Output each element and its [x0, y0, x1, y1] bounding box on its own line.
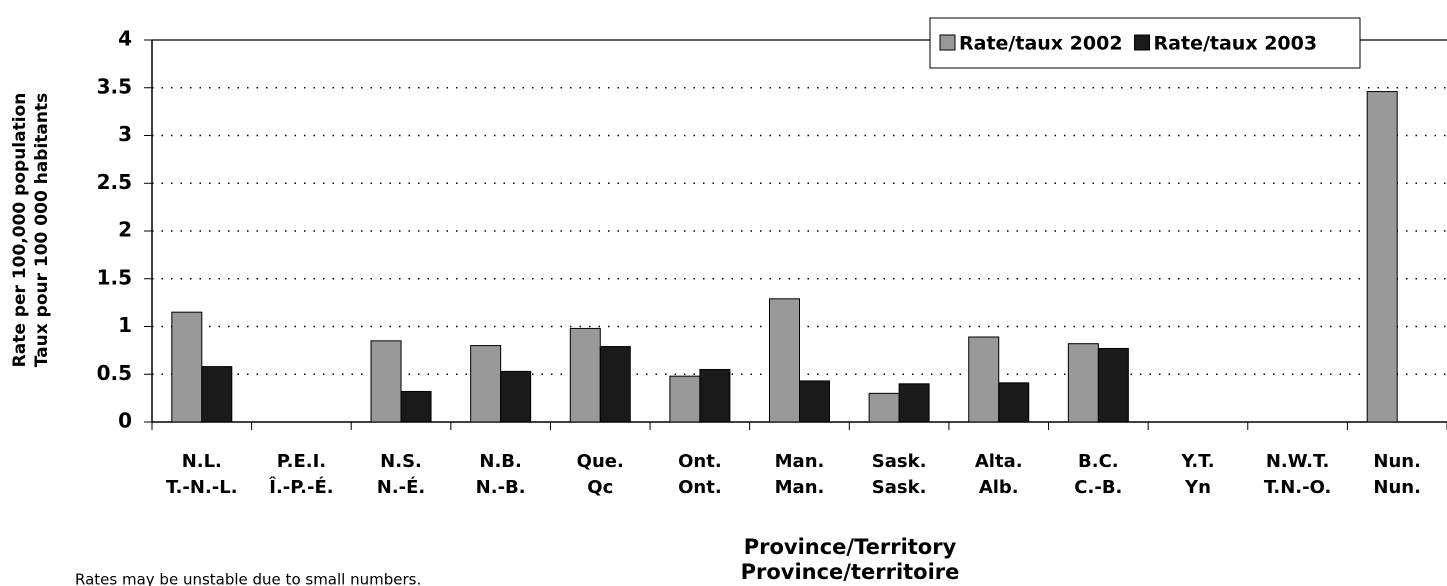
legend-swatch [1134, 34, 1151, 51]
y-tick-label: 3.5 [97, 74, 132, 98]
bar [769, 298, 800, 423]
note: Rates may be unstable due to small numbe… [75, 571, 421, 586]
x-tick-label: B.C. [1078, 451, 1119, 472]
bar [998, 382, 1030, 423]
x-tick-label: Man. [775, 451, 825, 472]
x-tick-label: T.-N.-L. [166, 477, 238, 498]
x-tick-label: Que. [577, 451, 624, 472]
x-tick-label: Y.T. [1180, 451, 1214, 472]
y-tick-label: 2.5 [97, 170, 132, 194]
x-tick-label: N.S. [380, 451, 422, 472]
y-tick-label: 1 [118, 313, 132, 337]
bar [699, 368, 731, 423]
bar [1067, 343, 1099, 423]
x-tick-label: Alta. [975, 451, 1023, 472]
x-tick-label: C.-B. [1074, 477, 1122, 498]
bar [201, 366, 233, 423]
bar [400, 390, 432, 423]
x-tick-label: T.N.-O. [1264, 477, 1332, 498]
x-tick-label: P.E.I. [277, 451, 326, 472]
bar [1366, 91, 1398, 423]
y-tick-label: 0.5 [97, 361, 132, 385]
y-tick-label: 0 [118, 409, 132, 433]
x-tick-label: Alb. [979, 477, 1019, 498]
bar [669, 375, 701, 423]
x-tick-label: Sask. [872, 451, 927, 472]
y-tick-label: 2 [118, 218, 132, 242]
x-tick-label: Yn [1184, 477, 1211, 498]
x-tick-label: Sask. [872, 477, 927, 498]
x-tick-label: Nun. [1373, 451, 1421, 472]
x-tick-label: N.B. [479, 451, 521, 472]
bar [500, 370, 532, 423]
x-axis-label: Province/Territory [744, 535, 957, 559]
bar [799, 380, 830, 423]
x-tick-label: N.L. [182, 451, 222, 472]
bar [968, 336, 1000, 423]
bar [599, 346, 631, 423]
x-tick-label: Nun. [1373, 477, 1421, 498]
bar [370, 340, 402, 423]
legend-label: Rate/taux 2002 [959, 33, 1123, 55]
legend-swatch [939, 34, 956, 51]
x-tick-label: Qc [587, 477, 613, 498]
y-axis-label: Taux pour 100 000 habitants [32, 93, 52, 367]
x-tick-label: N.-É. [377, 476, 426, 498]
bar [1097, 347, 1129, 423]
x-axis-label: Province/territoire [741, 560, 960, 584]
x-tick-label: N.-B. [476, 477, 526, 498]
x-tick-label: Man. [775, 477, 825, 498]
y-tick-label: 1.5 [97, 265, 132, 289]
y-tick-label: 4 [118, 27, 132, 51]
x-tick-label: Ont. [678, 451, 722, 472]
legend-label: Rate/taux 2003 [1154, 33, 1318, 55]
x-tick-label: Î.-P.-É. [269, 476, 333, 498]
x-tick-label: N.W.T. [1266, 451, 1330, 472]
bar [171, 311, 203, 423]
bar [868, 392, 900, 423]
bar [569, 327, 601, 423]
y-tick-label: 3 [118, 122, 132, 146]
y-axis-label: Rate per 100,000 population [10, 93, 30, 368]
x-tick-label: Ont. [678, 477, 722, 498]
bar [898, 383, 930, 423]
bar [470, 345, 502, 423]
